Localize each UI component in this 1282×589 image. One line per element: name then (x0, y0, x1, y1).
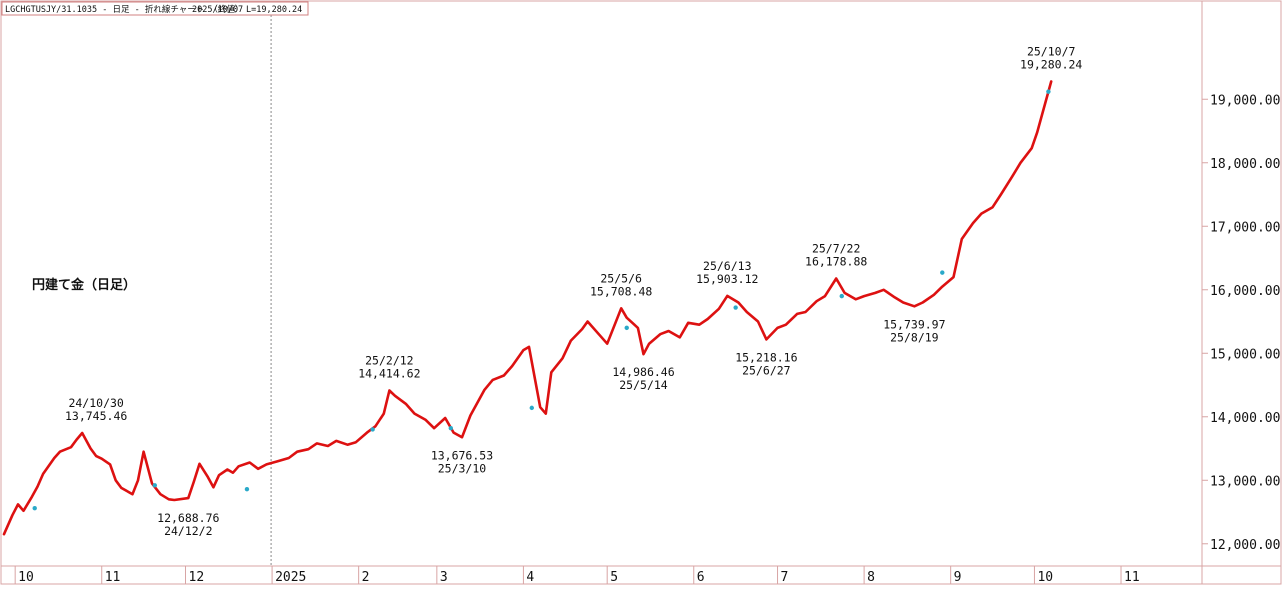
annotation-line1: 14,986.46 (612, 365, 674, 379)
header-box (1, 1, 309, 16)
x-tick-label: 6 (697, 570, 705, 585)
annotation-line1: 24/10/30 (68, 396, 123, 410)
series-label: 円建て金（日足） (32, 277, 136, 293)
series-line (2, 80, 1053, 536)
header-last: L=19,280.24 (246, 5, 302, 15)
series-marker (839, 293, 844, 299)
x-tick-label: 12 (189, 570, 205, 585)
annotation-line1: 25/7/22 (812, 241, 860, 255)
annotation-line1: 15,739.97 (883, 317, 945, 331)
annotation-line1: 25/2/12 (365, 353, 413, 367)
annotation-line2: 25/5/14 (619, 378, 668, 392)
header-ticker: LGCHGTUSJY/31.1035 - 日足 - 折れ線チャート （終値） (5, 4, 243, 15)
annotation-line2: 25/6/27 (742, 363, 791, 377)
y-tick-label: 17,000.00 (1210, 220, 1280, 235)
annotation-line2: 14,414.62 (358, 366, 420, 380)
x-tick-label: 5 (610, 570, 618, 585)
x-tick-label: 4 (526, 570, 534, 585)
annotation-line2: 15,708.48 (590, 284, 652, 298)
annotation-line2: 16,178.88 (805, 254, 867, 268)
annotation-line2: 13,745.46 (65, 409, 127, 423)
annotation-line2: 25/8/19 (890, 330, 939, 344)
y-tick-label: 14,000.00 (1210, 411, 1280, 426)
x-tick-label: 9 (954, 570, 962, 585)
series-marker (940, 270, 945, 275)
x-tick-label: 11 (105, 570, 121, 585)
y-tick-label: 19,000.00 (1210, 93, 1280, 108)
x-tick-label: 7 (781, 570, 789, 585)
y-tick-label: 12,000.00 (1210, 538, 1280, 553)
annotation-line1: 12,688.76 (157, 511, 219, 525)
annotation-line1: 13,676.53 (431, 448, 493, 462)
series-marker (152, 483, 157, 488)
series-marker (1046, 89, 1051, 94)
y-tick-label: 15,000.00 (1210, 347, 1280, 362)
x-tick-label: 2025 (275, 570, 306, 585)
x-tick-label: 3 (440, 570, 448, 585)
series-marker (370, 427, 375, 432)
x-tick-label: 10 (18, 570, 34, 585)
annotation-line2: 24/12/2 (164, 524, 212, 538)
annotation-line2: 25/3/10 (438, 461, 487, 475)
annotation-line1: 25/6/13 (703, 259, 752, 273)
y-tick-label: 18,000.00 (1210, 157, 1280, 172)
annotation-line1: 25/5/6 (600, 271, 642, 285)
y-tick-label: 13,000.00 (1210, 474, 1280, 489)
series-marker (32, 506, 37, 511)
series-marker (448, 425, 454, 431)
annotation-line1: 25/10/7 (1027, 44, 1076, 58)
series-marker (244, 486, 250, 492)
x-tick-label: 11 (1124, 570, 1140, 585)
header-date: 2025/10/07 (192, 5, 243, 15)
series-marker (529, 405, 534, 411)
annotation-line2: 15,903.12 (696, 272, 758, 286)
series-marker (733, 305, 738, 310)
x-tick-label: 8 (867, 570, 875, 585)
series-marker (624, 325, 629, 331)
annotation-line2: 19,280.24 (1020, 57, 1082, 71)
y-tick-label: 16,000.00 (1210, 284, 1280, 299)
annotation-line1: 15,218.16 (735, 350, 797, 364)
x-tick-label: 10 (1037, 570, 1053, 585)
x-tick-label: 2 (362, 570, 370, 585)
